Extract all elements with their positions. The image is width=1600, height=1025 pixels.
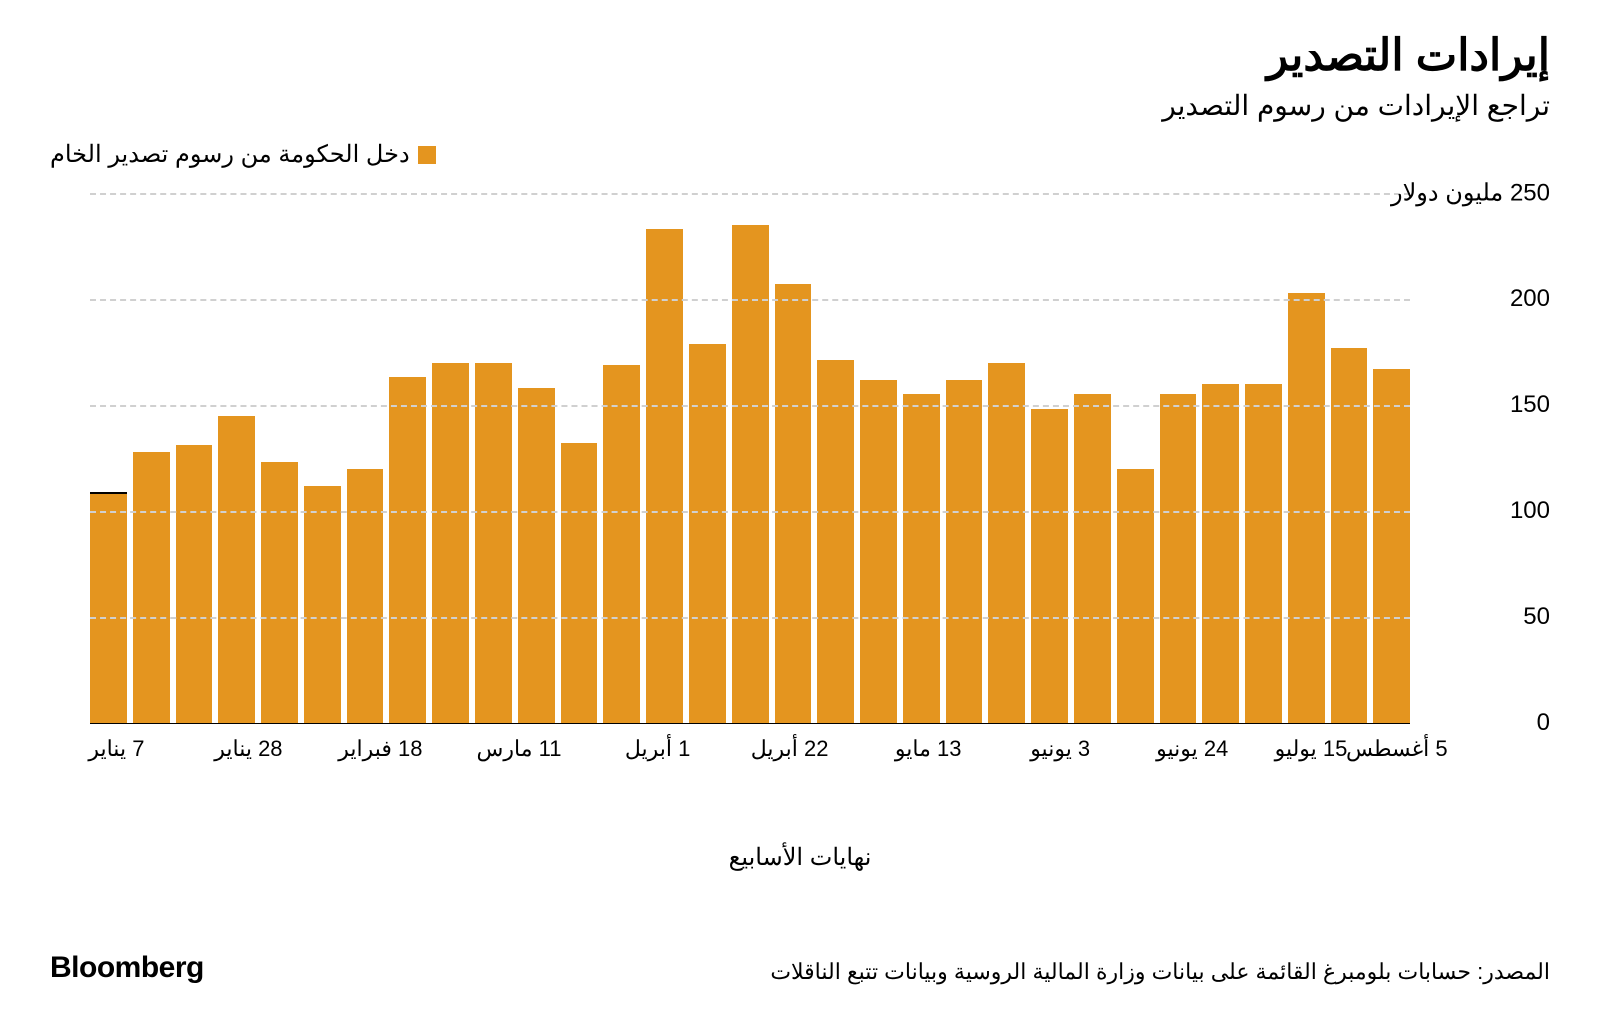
bar — [775, 284, 812, 723]
bar — [133, 452, 170, 723]
bar — [860, 380, 897, 723]
source-label: المصدر: حسابات بلومبرغ القائمة على بيانا… — [770, 959, 1550, 985]
bars-group — [90, 193, 1410, 723]
x-tick-label: 13 مايو — [895, 736, 962, 762]
grid-line — [90, 299, 1410, 301]
grid-line — [90, 511, 1410, 513]
x-tick-label: 18 فبراير — [338, 736, 422, 762]
bar — [1202, 384, 1239, 723]
x-tick-label: 15 يوليو — [1275, 736, 1348, 762]
bar — [1160, 394, 1197, 723]
x-labels-group: 7 يناير 28 يناير 18 فبراير 11 مارس 1 أبريل 22… — [90, 724, 1410, 783]
bar — [689, 344, 726, 723]
x-tick-label: 11 مارس — [477, 736, 562, 762]
grid-line — [90, 193, 1410, 195]
bar — [903, 394, 940, 723]
bar — [518, 388, 555, 723]
x-tick-label: 3 يونيو — [1030, 736, 1090, 762]
bar — [475, 363, 512, 723]
bar — [389, 377, 426, 723]
y-tick-label: 250 مليون دولار — [1391, 179, 1550, 208]
x-axis-title: نهايات الأسابيع — [50, 843, 1550, 872]
x-tick-label: 7 يناير — [88, 736, 144, 762]
y-axis-labels: 050100150200250 مليون دولار — [1420, 193, 1550, 723]
bar — [646, 229, 683, 723]
legend-label: دخل الحكومة من رسوم تصدير الخام — [50, 140, 410, 169]
bar-top-marker — [90, 492, 127, 494]
plot-area — [90, 193, 1410, 723]
bar — [946, 380, 983, 723]
bar — [1031, 409, 1068, 723]
bar — [988, 363, 1025, 723]
bar — [1245, 384, 1282, 723]
bar — [90, 494, 127, 723]
chart-container: 050100150200250 مليون دولار 7 يناير28 ين… — [50, 193, 1550, 783]
bar — [817, 360, 854, 723]
bar — [304, 486, 341, 723]
chart-legend: دخل الحكومة من رسوم تصدير الخام — [50, 140, 1550, 169]
chart-title: إيرادات التصدير — [50, 30, 1550, 81]
y-tick-label: 0 — [1537, 709, 1550, 737]
bar — [1117, 469, 1154, 723]
bar — [1373, 369, 1410, 723]
grid-line — [90, 405, 1410, 407]
legend-swatch — [418, 146, 436, 164]
bar — [218, 416, 255, 723]
chart-footer: Bloomberg المصدر: حسابات بلومبرغ القائمة… — [50, 951, 1550, 985]
x-tick-label: 24 يونيو — [1156, 736, 1228, 762]
chart-header: إيرادات التصدير تراجع الإيرادات من رسوم … — [50, 30, 1550, 169]
y-tick-label: 100 — [1510, 497, 1550, 525]
grid-line — [90, 617, 1410, 619]
x-tick-label: 22 أبريل — [751, 736, 829, 762]
chart-subtitle: تراجع الإيرادات من رسوم التصدير — [50, 89, 1550, 122]
x-axis: 7 يناير 28 يناير 18 فبراير 11 مارس 1 أبريل 22… — [90, 723, 1410, 783]
bar — [1288, 293, 1325, 723]
brand-label: Bloomberg — [50, 951, 204, 985]
y-tick-label: 50 — [1523, 603, 1550, 631]
bar — [1074, 394, 1111, 723]
bar — [347, 469, 384, 723]
x-tick-label: 1 أبريل — [625, 736, 691, 762]
y-tick-label: 150 — [1510, 391, 1550, 419]
bar — [603, 365, 640, 723]
bar — [432, 363, 469, 723]
x-tick-label: 5 أغسطس — [1346, 736, 1448, 762]
bar — [261, 462, 298, 723]
x-tick-label: 28 يناير — [214, 736, 282, 762]
bar — [176, 445, 213, 723]
y-tick-label: 200 — [1510, 285, 1550, 313]
bar — [561, 443, 598, 723]
